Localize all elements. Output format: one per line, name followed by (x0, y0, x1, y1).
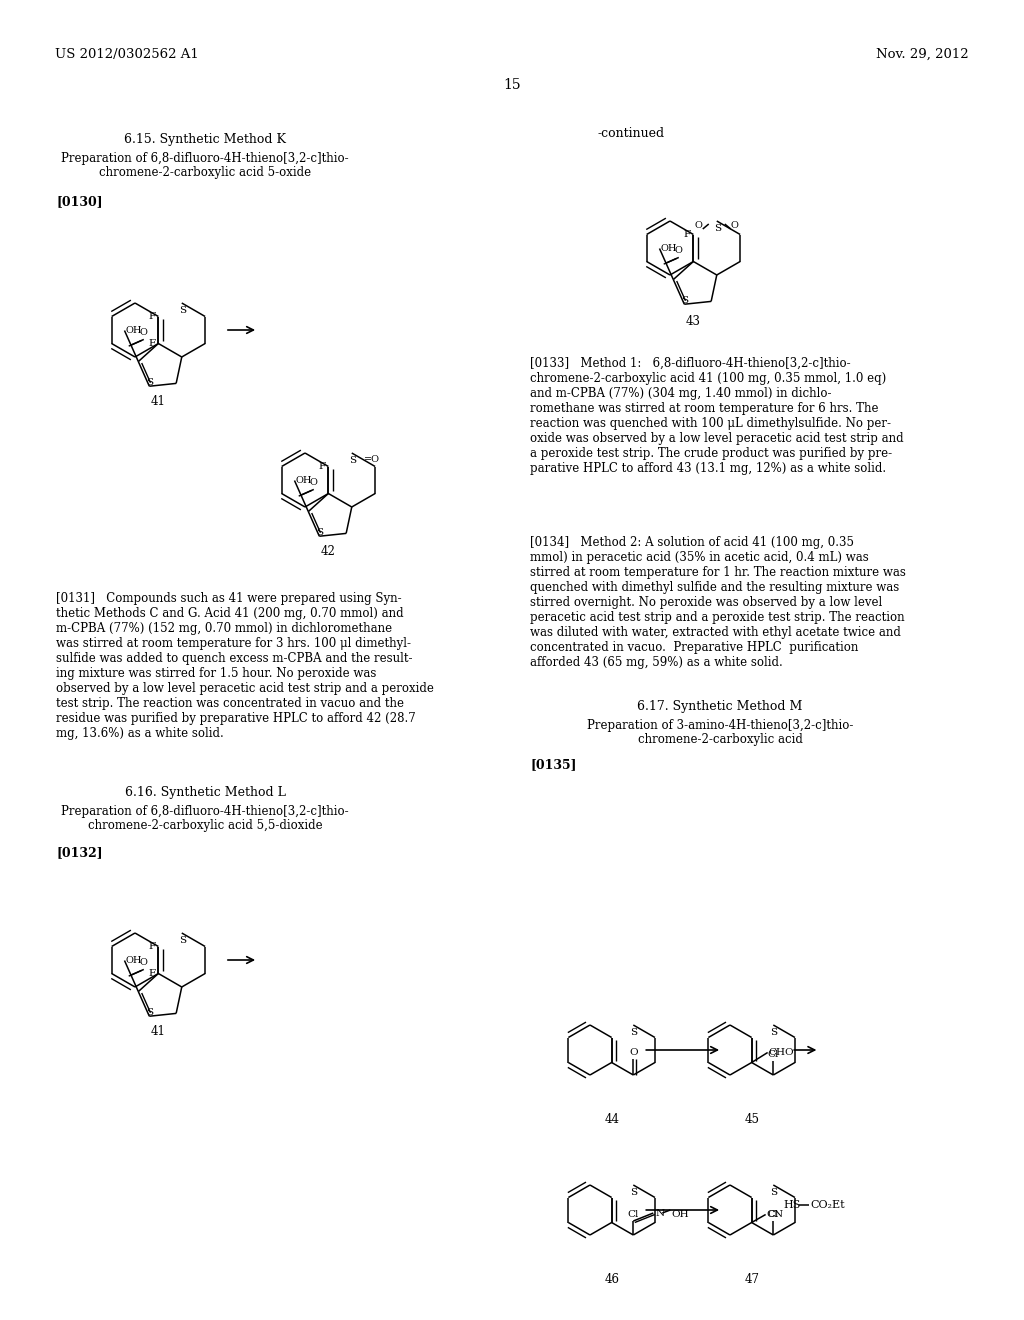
Text: CN: CN (767, 1210, 783, 1218)
Text: 45: 45 (744, 1113, 759, 1126)
Text: O: O (731, 222, 738, 231)
Text: OH: OH (126, 956, 142, 965)
Text: chromene-2-carboxylic acid: chromene-2-carboxylic acid (638, 733, 803, 746)
Text: S: S (770, 1028, 777, 1038)
Text: 41: 41 (151, 395, 166, 408)
Text: OH: OH (126, 326, 142, 335)
Text: Cl: Cl (628, 1210, 639, 1218)
Text: F: F (148, 312, 156, 321)
Text: N: N (655, 1209, 665, 1217)
Text: F: F (148, 942, 156, 950)
Text: S: S (179, 306, 186, 315)
Text: 6.15. Synthetic Method K: 6.15. Synthetic Method K (124, 133, 286, 147)
Text: Preparation of 6,8-difluoro-4H-thieno[3,2-c]thio-: Preparation of 6,8-difluoro-4H-thieno[3,… (61, 152, 349, 165)
Text: [0134]   Method 2: A solution of acid 41 (100 mg, 0.35
mmol) in peracetic acid (: [0134] Method 2: A solution of acid 41 (… (530, 536, 906, 669)
Text: Nov. 29, 2012: Nov. 29, 2012 (877, 48, 969, 61)
Text: 43: 43 (686, 315, 700, 327)
Text: [0131]   Compounds such as 41 were prepared using Syn-
thetic Methods C and G. A: [0131] Compounds such as 41 were prepare… (56, 591, 434, 741)
Text: S: S (681, 296, 688, 305)
Text: O: O (629, 1048, 638, 1057)
Text: S: S (770, 1188, 777, 1197)
Text: S: S (630, 1188, 637, 1197)
Text: Preparation of 3-amino-4H-thieno[3,2-c]thio-: Preparation of 3-amino-4H-thieno[3,2-c]t… (587, 719, 853, 733)
Text: S: S (145, 379, 153, 387)
Text: F: F (683, 230, 690, 239)
Text: S: S (349, 455, 356, 465)
Text: US 2012/0302562 A1: US 2012/0302562 A1 (55, 48, 199, 61)
Text: [0135]: [0135] (530, 758, 577, 771)
Text: F: F (148, 969, 156, 978)
Text: [0132]: [0132] (56, 846, 102, 859)
Text: 44: 44 (604, 1113, 620, 1126)
Text: OH: OH (660, 244, 677, 253)
Text: OH: OH (672, 1210, 689, 1218)
Text: O: O (140, 329, 147, 338)
Text: O: O (310, 478, 317, 487)
Text: OH: OH (296, 477, 312, 484)
Text: O: O (140, 958, 147, 968)
Text: HS: HS (783, 1200, 801, 1210)
Text: 15: 15 (503, 78, 521, 92)
Text: Cl: Cl (768, 1210, 779, 1218)
Text: S: S (145, 1008, 153, 1018)
Text: [0130]: [0130] (56, 195, 102, 209)
Text: 47: 47 (744, 1272, 759, 1286)
Text: F: F (318, 462, 326, 471)
Text: 46: 46 (604, 1272, 620, 1286)
Text: S: S (714, 224, 721, 234)
Text: 6.16. Synthetic Method L: 6.16. Synthetic Method L (125, 785, 286, 799)
Text: -continued: -continued (598, 127, 666, 140)
Text: S: S (315, 528, 323, 537)
Text: chromene-2-carboxylic acid 5-oxide: chromene-2-carboxylic acid 5-oxide (99, 166, 311, 180)
Text: Preparation of 6,8-difluoro-4H-thieno[3,2-c]thio-: Preparation of 6,8-difluoro-4H-thieno[3,… (61, 805, 349, 818)
Text: 42: 42 (321, 545, 336, 558)
Text: Cl: Cl (768, 1049, 779, 1059)
Text: F: F (148, 339, 156, 348)
Text: CHO: CHO (769, 1048, 795, 1057)
Text: =O: =O (364, 455, 380, 465)
Text: O: O (695, 222, 702, 231)
Text: O: O (675, 247, 683, 256)
Text: [0133]   Method 1:   6,8-difluoro-4H-thieno[3,2-c]thio-
chromene-2-carboxylic ac: [0133] Method 1: 6,8-difluoro-4H-thieno[… (530, 356, 903, 475)
Text: S: S (630, 1028, 637, 1038)
Text: chromene-2-carboxylic acid 5,5-dioxide: chromene-2-carboxylic acid 5,5-dioxide (88, 818, 323, 832)
Text: S: S (179, 936, 186, 945)
Text: 6.17. Synthetic Method M: 6.17. Synthetic Method M (637, 700, 803, 713)
Text: CO₂Et: CO₂Et (810, 1200, 845, 1210)
Text: 41: 41 (151, 1026, 166, 1038)
